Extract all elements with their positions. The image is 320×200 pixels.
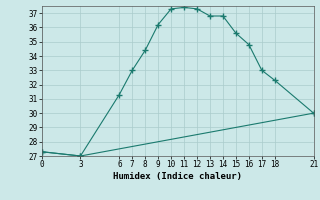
X-axis label: Humidex (Indice chaleur): Humidex (Indice chaleur)	[113, 172, 242, 181]
